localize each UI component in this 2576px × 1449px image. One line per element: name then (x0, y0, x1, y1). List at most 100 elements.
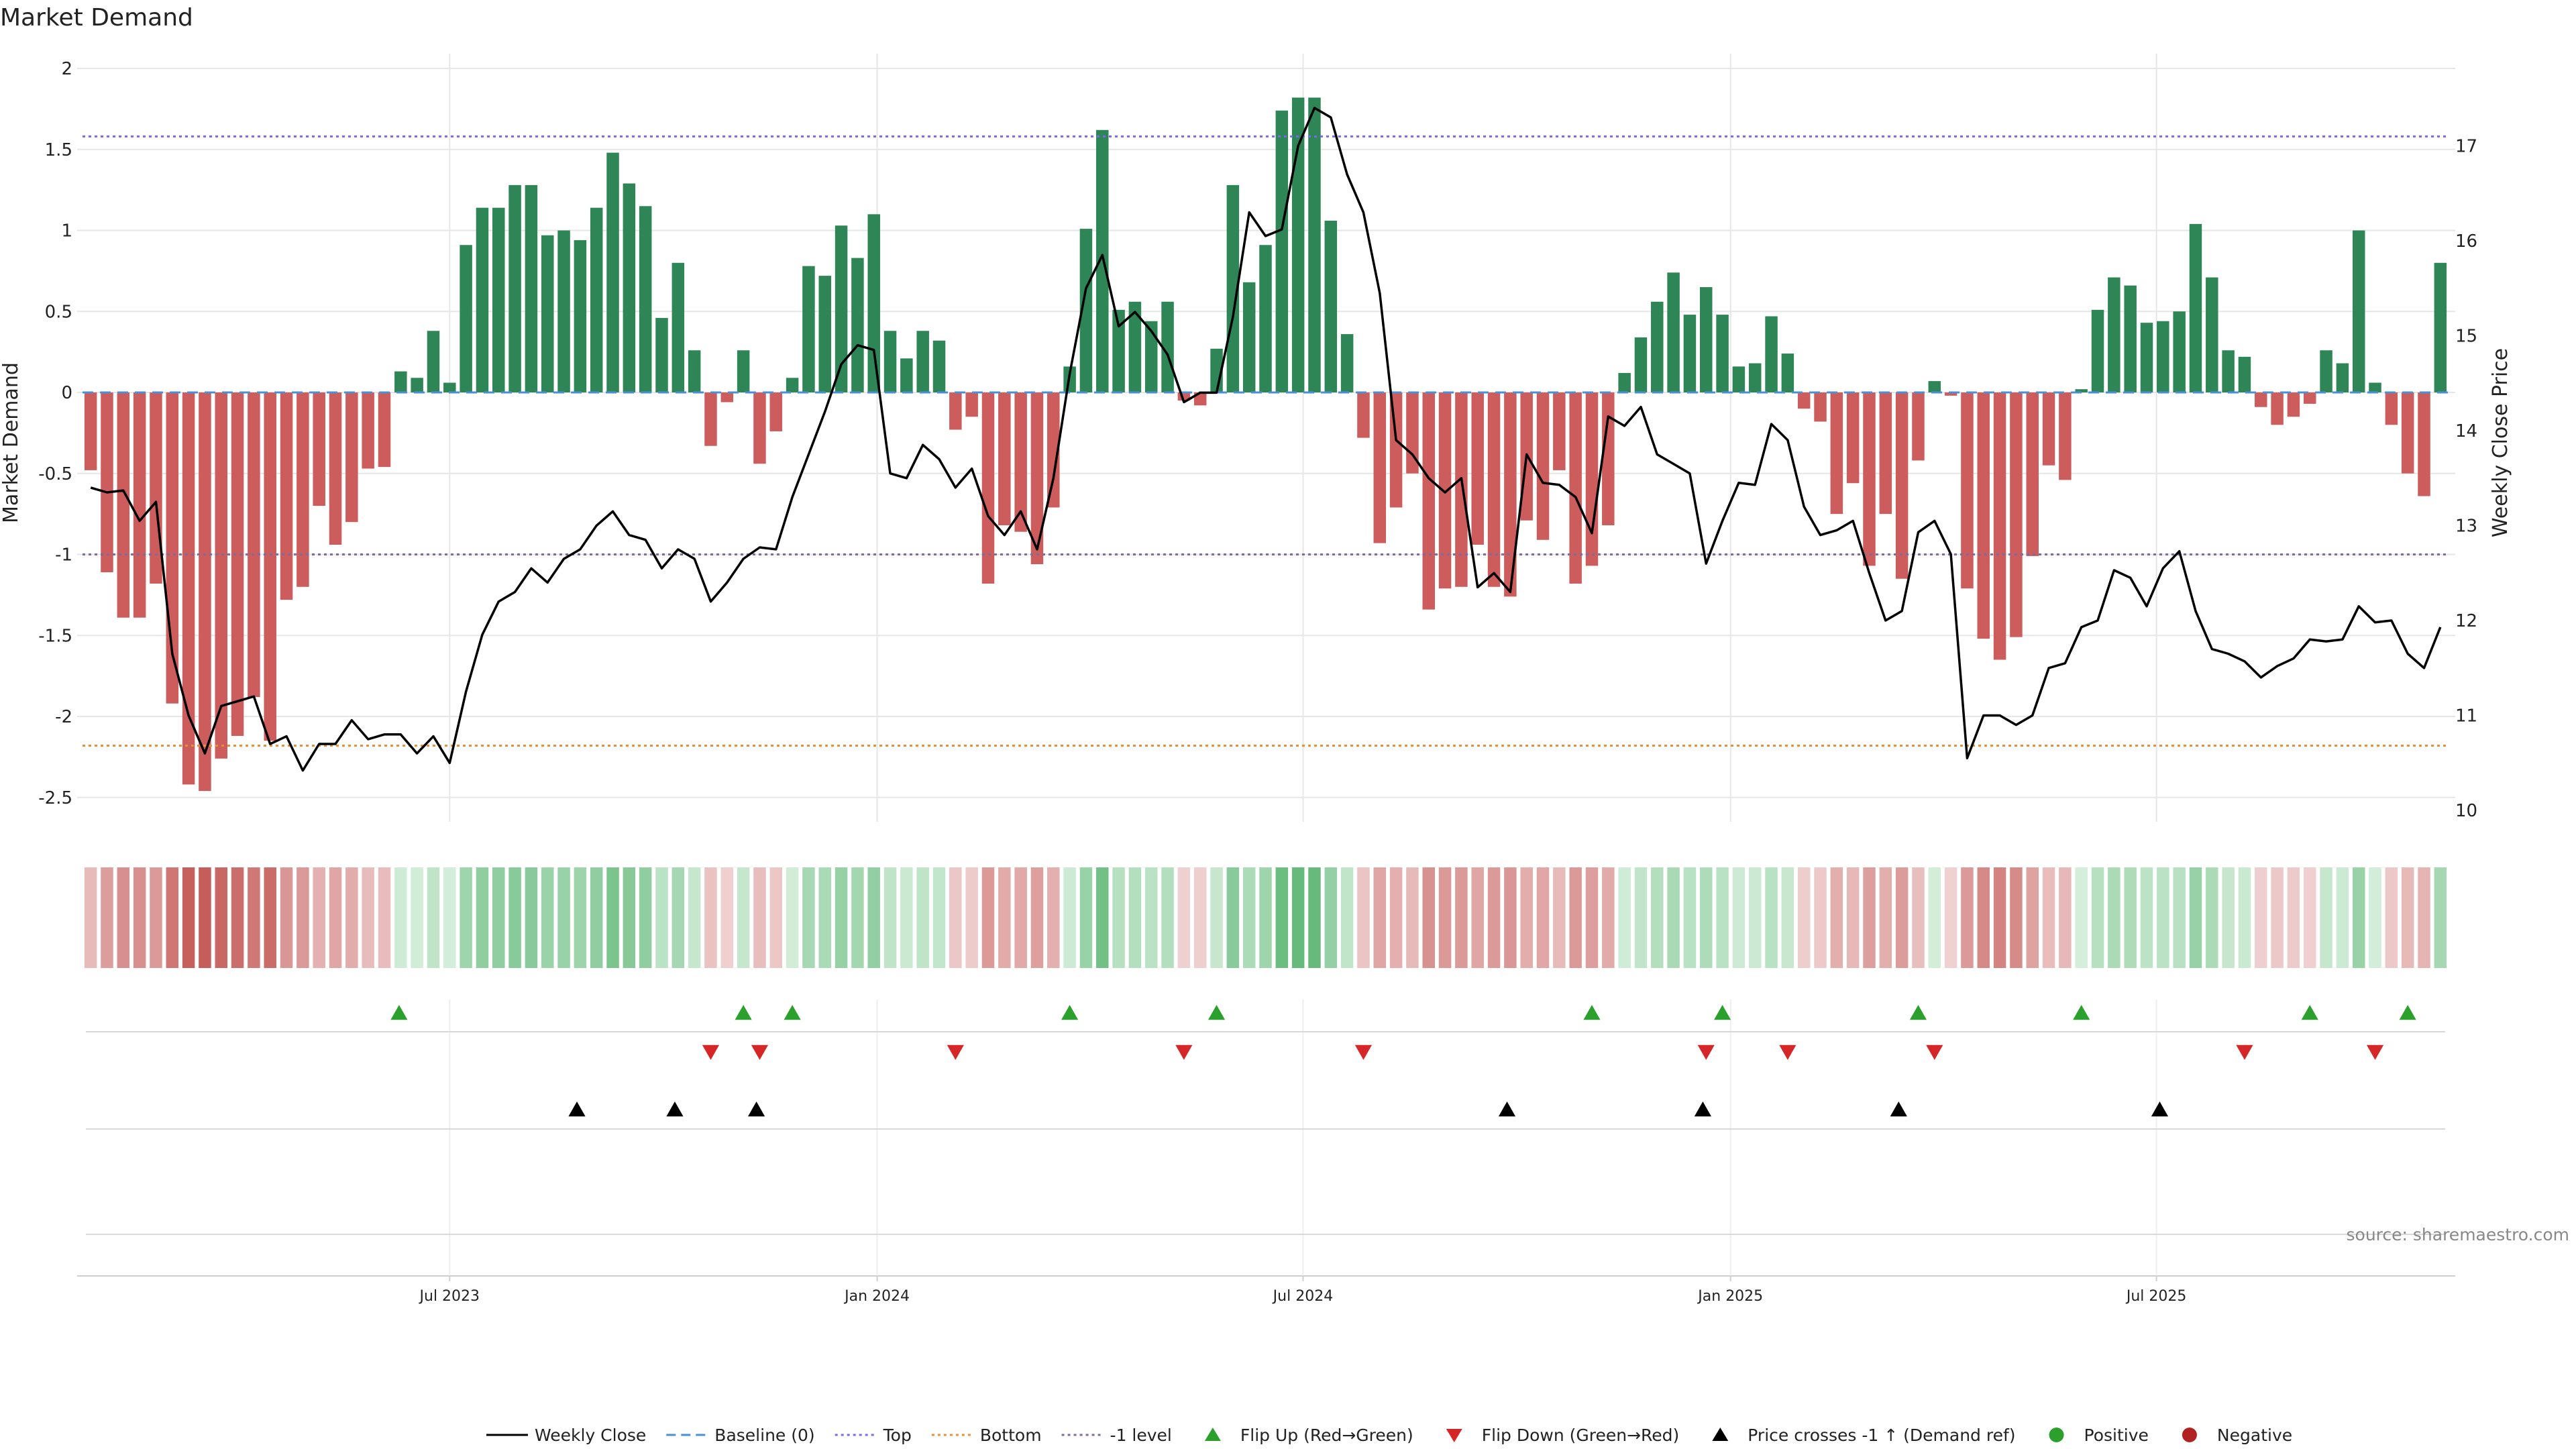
demand-bar-positive (1700, 287, 1713, 392)
heat-cell (2304, 867, 2316, 968)
heat-cell (737, 867, 750, 968)
demand-bar-negative (199, 392, 211, 792)
heat-cell (1667, 867, 1680, 968)
demand-bar-negative (1944, 392, 1957, 396)
price-cross-marker (666, 1102, 684, 1117)
y-left-tick-label: 0.5 (45, 302, 72, 322)
demand-bar-negative (1373, 392, 1387, 543)
demand-bar-negative (1879, 392, 1892, 515)
heat-cell (1602, 867, 1615, 968)
flip-up-marker (1061, 1005, 1079, 1020)
demand-bar-positive (900, 358, 913, 392)
demand-bar-negative (280, 392, 293, 600)
demand-bar-positive (1634, 337, 1648, 392)
heat-cell (394, 867, 407, 968)
demand-bar-negative (297, 392, 309, 587)
y-left-tick-label: -0.5 (38, 464, 72, 484)
heat-cell (818, 867, 831, 968)
y-right-tick-label: 17 (2455, 137, 2477, 157)
heat-cell (443, 867, 456, 968)
demand-bar-positive (1079, 229, 1093, 392)
heat-cell (2140, 867, 2153, 968)
demand-bar-negative (117, 392, 130, 618)
heat-cell (2255, 867, 2267, 968)
heat-cell (1291, 867, 1305, 968)
y-axis-left-label: Market Demand (0, 362, 23, 523)
heat-cell (1520, 867, 1533, 968)
heat-cell (1047, 867, 1060, 968)
demand-bar-positive (1683, 315, 1697, 392)
demand-bar-negative (2010, 392, 2023, 637)
heat-cell (1797, 867, 1811, 968)
y-axis-right-ticks: 17 16 15 14 13 12 11 10 (2455, 137, 2477, 822)
demand-bar-negative (345, 392, 358, 523)
demand-bar-negative (2059, 392, 2072, 480)
demand-bar-negative (362, 392, 374, 469)
heat-cell (2189, 867, 2202, 968)
demand-bar-negative (1438, 392, 1452, 589)
heat-cell (672, 867, 685, 968)
y-right-tick-label: 12 (2455, 611, 2477, 631)
demand-bar-positive (1716, 315, 1729, 392)
y-left-tick-label: -1 (55, 545, 72, 566)
signal-markers (390, 1005, 2416, 1117)
demand-bar-negative (1830, 392, 1843, 515)
legend-label: Weekly Close (535, 1426, 646, 1445)
y-axis-right-label: Weekly Close Price (2489, 348, 2512, 537)
heat-cell (704, 867, 717, 968)
heat-cell (1895, 867, 1909, 968)
demand-bar-positive (672, 262, 685, 392)
demand-bar-positive (590, 207, 603, 392)
heat-cell (1242, 867, 1256, 968)
y-right-tick-label: 11 (2455, 706, 2477, 727)
demand-bar-positive (427, 331, 440, 392)
demand-bar-positive (606, 152, 619, 392)
flip-up-marker (1713, 1005, 1731, 1020)
legend-item-minus-one-level: -1 level (1061, 1426, 1172, 1445)
y-left-tick-label: -2.5 (38, 788, 72, 808)
legend-item-negative: Negative (2182, 1426, 2292, 1445)
heat-cell (215, 867, 227, 968)
heat-cell (1014, 867, 1027, 968)
heat-cell (916, 867, 929, 968)
demand-bar-positive (541, 235, 554, 392)
chart-title: Market Demand (0, 4, 193, 32)
demand-bar-positive (525, 184, 538, 392)
heat-cell (231, 867, 244, 968)
heat-cell (1814, 867, 1827, 968)
flip-up-marker (784, 1005, 801, 1020)
heat-cell (525, 867, 538, 968)
demand-bar-negative (2255, 392, 2267, 407)
y-left-tick-label: -1.5 (38, 626, 72, 646)
demand-bar-positive (2238, 356, 2251, 392)
x-axis-ticks: Jul 2023 Jan 2024 Jul 2024 Jan 2025 Jul 2025 (419, 1276, 2187, 1305)
price-cross-marker (2151, 1102, 2169, 1117)
demand-bar-negative (84, 392, 97, 470)
demand-heat-strip (84, 867, 2447, 968)
heat-cell (1716, 867, 1729, 968)
demand-bar-positive (1128, 301, 1142, 392)
heat-cell (2059, 867, 2072, 968)
demand-bar-negative (2042, 392, 2055, 466)
heat-cell (1504, 867, 1517, 968)
y-left-tick-label: -2 (55, 707, 72, 727)
heat-cell (1830, 867, 1843, 968)
legend-label: Baseline (0) (714, 1426, 814, 1445)
flip-down-marker (1354, 1044, 1373, 1060)
flip-up-marker (1583, 1005, 1601, 1020)
x-tick-label: Jul 2025 (2125, 1288, 2187, 1305)
heat-cell (280, 867, 293, 968)
y-left-tick-label: 0 (61, 383, 72, 403)
demand-bar-positive (2075, 389, 2088, 392)
demand-bar-negative (1455, 392, 1468, 587)
heat-cell (313, 867, 325, 968)
heat-cell (590, 867, 603, 968)
y-right-tick-label: 13 (2455, 517, 2477, 537)
price-cross-marker (568, 1102, 586, 1117)
demand-bar-positive (1096, 129, 1109, 392)
demand-bar-negative (2401, 392, 2414, 474)
y-right-tick-label: 15 (2455, 327, 2477, 347)
demand-bar-negative (313, 392, 325, 506)
flip-down-marker (947, 1044, 964, 1060)
